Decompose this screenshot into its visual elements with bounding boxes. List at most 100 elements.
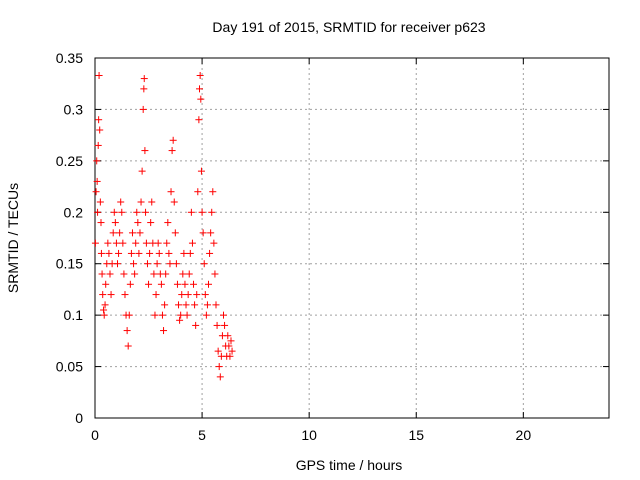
data-point (116, 229, 124, 237)
data-point (113, 260, 121, 268)
data-point (94, 141, 102, 149)
data-point (98, 270, 106, 278)
data-point (154, 239, 162, 247)
x-tick-label: 20 (516, 427, 532, 443)
data-point (184, 291, 192, 299)
data-point (211, 270, 219, 278)
data-point (143, 260, 151, 268)
data-point (186, 249, 194, 257)
data-point (97, 249, 105, 257)
data-point (125, 311, 133, 319)
x-tick-label: 10 (301, 427, 317, 443)
data-point (171, 229, 179, 237)
data-point (169, 136, 177, 144)
data-point (170, 198, 178, 206)
x-axis-label: GPS time / hours (296, 457, 403, 473)
data-point (227, 337, 235, 345)
data-point (151, 311, 159, 319)
data-point (175, 301, 183, 309)
data-point (138, 167, 146, 175)
data-point (193, 291, 201, 299)
data-point (121, 291, 129, 299)
data-point (200, 260, 208, 268)
data-point (188, 239, 196, 247)
data-point (161, 301, 169, 309)
data-point (106, 270, 114, 278)
data-point (112, 239, 120, 247)
data-point (100, 311, 108, 319)
data-point (137, 198, 145, 206)
data-point (182, 301, 190, 309)
data-point (135, 249, 143, 257)
data-point (198, 208, 206, 216)
data-point (94, 208, 102, 216)
data-point (202, 311, 210, 319)
data-point (133, 208, 141, 216)
data-point (166, 260, 174, 268)
data-point (176, 316, 184, 324)
data-point (109, 229, 117, 237)
data-point (142, 239, 150, 247)
data-point (105, 249, 113, 257)
data-point (97, 219, 105, 227)
y-tick-label: 0.05 (56, 359, 83, 375)
data-point (140, 75, 148, 83)
data-point (158, 311, 166, 319)
data-point (123, 327, 131, 335)
data-point (102, 280, 110, 288)
data-point (177, 311, 185, 319)
data-point (179, 270, 187, 278)
data-point (164, 219, 172, 227)
plot-frame (94, 57, 610, 419)
data-point (150, 270, 158, 278)
data-point (206, 249, 214, 257)
data-point (124, 342, 132, 350)
y-tick-label: 0.3 (64, 101, 84, 117)
data-point (111, 219, 119, 227)
data-point (190, 280, 198, 288)
data-point (107, 291, 115, 299)
data-point (194, 188, 202, 196)
data-point (185, 270, 193, 278)
data-point (180, 249, 188, 257)
data-point (207, 229, 215, 237)
data-point (163, 239, 171, 247)
data-point (136, 229, 144, 237)
data-point (134, 219, 142, 227)
data-point (92, 188, 100, 196)
data-point (147, 219, 155, 227)
data-point (197, 167, 205, 175)
data-point (128, 229, 136, 237)
data-point (187, 208, 195, 216)
data-point (148, 198, 156, 206)
data-point (183, 311, 191, 319)
data-point (96, 198, 104, 206)
data-point (220, 311, 227, 319)
data-point (181, 280, 189, 288)
y-tick-label: 0.35 (56, 50, 83, 66)
data-point (99, 291, 107, 299)
data-point (117, 198, 125, 206)
data-point (165, 249, 173, 257)
y-axis-label: SRMTID / TECUs (5, 183, 21, 293)
data-point (157, 280, 165, 288)
data-point (196, 85, 204, 93)
data-point (178, 291, 186, 299)
data-point (118, 208, 126, 216)
data-point (127, 249, 135, 257)
data-point (203, 301, 211, 309)
data-point (91, 239, 99, 247)
data-point (152, 291, 160, 299)
data-point (120, 270, 128, 278)
data-point (100, 306, 108, 314)
data-point (95, 71, 103, 79)
data-point (155, 249, 163, 257)
data-point (168, 147, 176, 155)
data-point (173, 280, 181, 288)
data-point (101, 301, 109, 309)
data-point (153, 260, 161, 268)
axis-ticks: 0 0.05 0.1 0.15 0.2 0.25 0.3 0.35 0 5 10 15 20 (56, 50, 609, 443)
data-point (93, 177, 101, 185)
x-tick-label: 0 (91, 427, 99, 443)
